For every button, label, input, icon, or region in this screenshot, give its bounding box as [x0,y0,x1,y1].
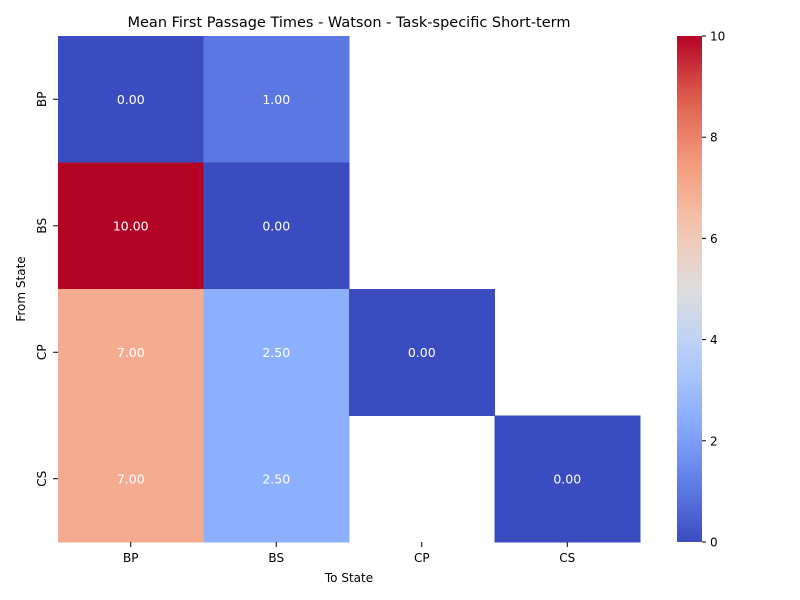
colorbar-tick-label: 0 [710,536,718,550]
heatmap-cell-bp-bp [58,36,204,163]
heatmap-cell-cp-cp [349,289,495,416]
chart-title: Mean First Passage Times - Watson - Task… [128,15,571,31]
colorbar-tick-label: 10 [710,30,725,44]
heatmap-cell-bs-bs [203,162,350,290]
heatmap-cell-cs-bp [58,415,204,543]
cell-value-label: 2.50 [262,345,290,360]
cell-value-label: 1.00 [262,92,290,107]
colorbar-tick-label: 2 [710,434,718,448]
y-tick-label: CP [35,344,49,360]
heatmap-cell-bp-bs [203,36,350,163]
colorbar-gradient [677,36,702,542]
y-axis-label: From State [14,256,28,321]
cell-value-label: 0.00 [553,471,581,486]
heatmap-cell-cp-bp [58,289,204,416]
heatmap-cell-cp-bs [203,289,350,416]
heatmap-cell-cs-cs [494,415,641,543]
x-tick-label: CS [559,551,575,565]
x-axis-label: To State [324,571,373,585]
cell-value-label: 7.00 [117,345,145,360]
colorbar-tick-label: 4 [710,333,718,347]
cell-value-label: 10.00 [113,218,149,233]
x-tick-label: CP [414,551,430,565]
y-axis: BP BS CP CS [35,92,58,487]
heatmap-cells: 0.00 1.00 10.00 0.00 7.00 2.50 0.00 7.00 2.50 0.0… [58,36,641,543]
cell-value-label: 0.00 [408,345,436,360]
cell-value-label: 7.00 [117,471,145,486]
cell-value-label: 0.00 [117,92,145,107]
colorbar-tick-label: 6 [710,232,718,246]
heatmap-cell-bs-bp [58,162,204,290]
cell-value-label: 2.50 [262,471,290,486]
x-axis: BP BS CP CS [123,542,575,565]
colorbar: 0 2 4 6 8 10 [677,30,725,550]
x-tick-label: BS [268,551,284,565]
heatmap-cell-cs-bs [203,415,350,543]
colorbar-tick-label: 8 [710,131,718,145]
y-tick-label: BS [35,218,49,234]
cell-value-label: 0.00 [262,218,290,233]
x-tick-label: BP [123,551,138,565]
y-tick-label: CS [35,471,49,487]
y-tick-label: BP [35,92,49,107]
